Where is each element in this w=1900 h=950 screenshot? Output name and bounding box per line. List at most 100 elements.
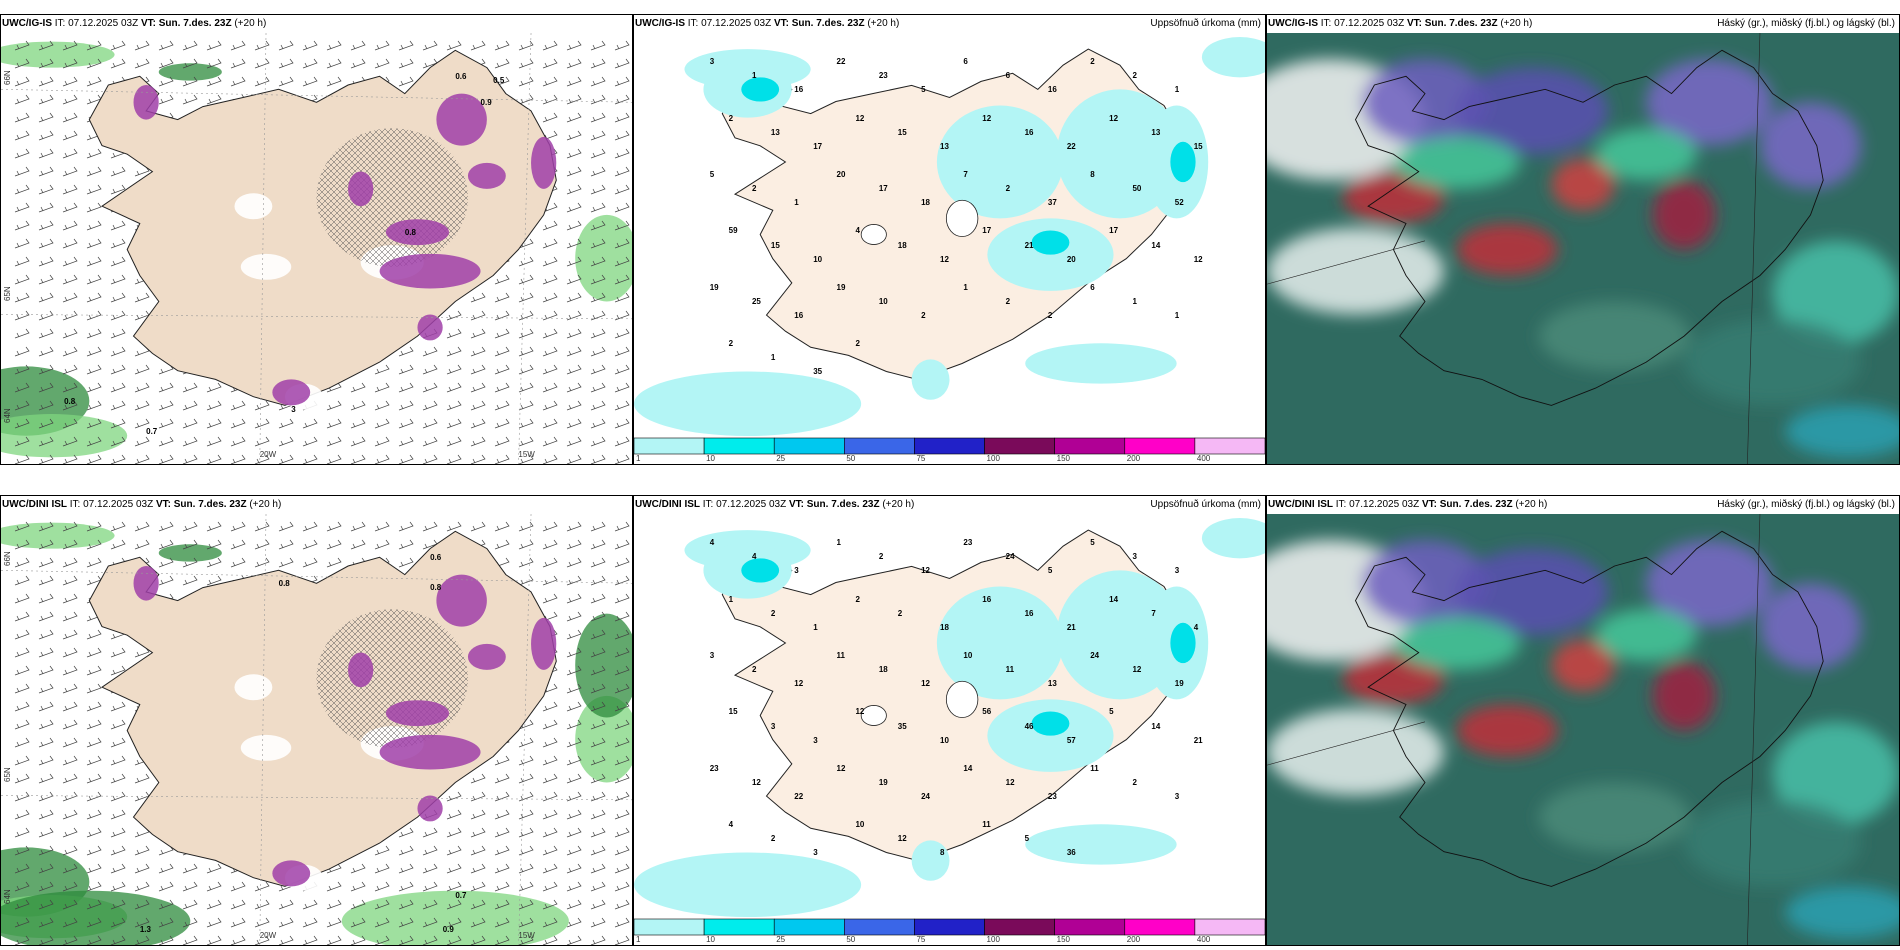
precip-area-heavy: [1170, 622, 1196, 664]
precip-value-label: 3: [1132, 552, 1137, 562]
precip-value-label: 14: [1151, 721, 1161, 731]
cloud-patch: [1456, 223, 1558, 276]
precip-area: [1025, 824, 1177, 865]
precip-cell: [531, 617, 557, 670]
precip-value-label: 2: [728, 339, 734, 349]
precip-value-label: 16: [1024, 127, 1034, 137]
precip-value-label: 24: [921, 792, 930, 802]
map-panel-p2: UWC/IG-IS IT: 07.12.2025 03Z VT: Sun. 7.…: [633, 14, 1266, 465]
map-panel-p4: UWC/DINI ISL IT: 07.12.2025 03Z VT: Sun.…: [0, 495, 633, 946]
convective-hatch: [316, 609, 468, 748]
precip-value-label: 23: [878, 71, 888, 81]
colorbar-segment: [1054, 437, 1126, 455]
colorbar-segment: [914, 918, 985, 936]
cloud-patch: [1652, 180, 1716, 250]
contour-value-label: 0.6: [430, 552, 442, 562]
contour-value-label: 0.9: [442, 925, 454, 935]
cloud-layers: [1267, 58, 1899, 458]
precip-area: [987, 218, 1114, 291]
lead-time: (+20 h): [867, 18, 900, 29]
precip-value-label: 10: [855, 820, 865, 830]
colorbar-tick: 400: [1196, 454, 1211, 463]
precip-value-label: 12: [897, 834, 907, 844]
precip-value-label: 50: [1132, 184, 1142, 194]
colorbar-tick: 100: [986, 454, 1000, 463]
precip-value-label: 2: [1047, 311, 1053, 321]
colorbar-segment: [634, 918, 705, 936]
precip-cell: [467, 162, 506, 189]
precip-value-label: 1: [728, 594, 734, 604]
cloud-patch: [1342, 171, 1444, 224]
precip-value-label: 18: [940, 622, 949, 632]
snow-patch: [240, 253, 292, 280]
precip-value-label: 11: [982, 820, 991, 830]
contour-value-label: 0.8: [278, 578, 290, 588]
cloud-patch: [1759, 102, 1862, 189]
precip-value-label: 3: [709, 651, 715, 661]
latitude-label: 65N: [3, 286, 12, 302]
precip-value-label: 15: [770, 240, 780, 250]
precip-cell: [385, 700, 450, 727]
precip-area: [1201, 37, 1265, 78]
precip-area: [911, 840, 950, 881]
model-name: UWC/DINI ISL: [2, 499, 67, 510]
precip-value-label: 2: [1132, 71, 1137, 81]
colorbar-tick: 10: [706, 454, 716, 463]
precip-area-heavy: [741, 77, 780, 102]
colorbar-tick: 400: [1196, 935, 1211, 944]
latitude-label: 64N: [3, 889, 12, 904]
iceland-land: [88, 530, 557, 887]
precip-area: [936, 105, 1064, 219]
precip-cell: [379, 253, 481, 289]
map-area: 4 4 3 1 2 12 23 24 5 5 3 3 1 2 1 2 2 18 16 16 21 14 7 4 3 2 12 11 18…: [634, 514, 1265, 945]
precip-value-label: 12: [751, 777, 761, 787]
cloud-patch: [1785, 405, 1899, 458]
model-name: UWC/DINI ISL: [1268, 499, 1333, 510]
precip-value-label: 22: [1066, 141, 1076, 151]
cloud-patch: [1684, 318, 1862, 406]
latitude-label: 65N: [3, 767, 12, 783]
panel-header: UWC/IG-IS IT: 07.12.2025 03Z VT: Sun. 7.…: [1268, 18, 1532, 29]
precip-value-label: 12: [794, 679, 804, 689]
precip-value-label: 7: [963, 170, 968, 180]
precip-value-label: 2: [770, 834, 776, 844]
colorbar-tick: 150: [1056, 454, 1071, 463]
precip-area: [1025, 343, 1177, 384]
precip-patch: [1, 890, 191, 945]
cloud-patch: [1551, 639, 1615, 692]
panel-header: UWC/DINI ISL IT: 07.12.2025 03Z VT: Sun.…: [1268, 499, 1547, 510]
model-name: UWC/IG-IS: [635, 18, 685, 29]
precip-value-label: 17: [878, 184, 888, 194]
map-canvas: [1, 514, 632, 945]
precip-value-label: 1: [1132, 296, 1137, 306]
init-time: IT: 07.12.2025 03Z: [687, 18, 772, 29]
precip-value-label: 3: [1174, 792, 1180, 802]
precip-value-label: 36: [1066, 848, 1076, 858]
init-time: IT: 07.12.2025 03Z: [1320, 18, 1405, 29]
precip-value-label: 4: [751, 552, 757, 562]
map-panel-p3: UWC/IG-IS IT: 07.12.2025 03Z VT: Sun. 7.…: [1266, 14, 1900, 465]
precip-value-label: 23: [963, 538, 973, 548]
precip-cell: [531, 136, 557, 189]
map-area: 0.8 0.6 0.8 0.7 0.9 1.3 20W 15W 66N 65N 64N: [1, 514, 632, 945]
precip-value-label: 15: [728, 707, 738, 717]
precip-value-label: 10: [878, 296, 888, 306]
colorbar-segment: [773, 437, 845, 455]
precip-value-label: 1: [1174, 311, 1180, 321]
map-area: [1267, 33, 1899, 464]
precip-value-label: 3: [794, 566, 799, 576]
precip-cell: [348, 171, 374, 207]
colorbar-segment: [1194, 437, 1265, 455]
latitude-label: 66N: [3, 70, 12, 85]
colorbar-tick: 200: [1126, 454, 1141, 463]
contour-value-label: 0.6: [455, 71, 467, 81]
colorbar-tick: 200: [1126, 935, 1141, 944]
precip-value-label: 2: [751, 665, 757, 675]
contour-value-label: 0.8: [430, 583, 442, 593]
map-canvas: [634, 514, 1265, 917]
precip-area-heavy: [741, 558, 780, 583]
snow-patch: [234, 193, 273, 220]
precip-value-label: 5: [1109, 707, 1114, 717]
precip-value-label: 18: [921, 198, 930, 208]
precip-area: [634, 371, 862, 436]
